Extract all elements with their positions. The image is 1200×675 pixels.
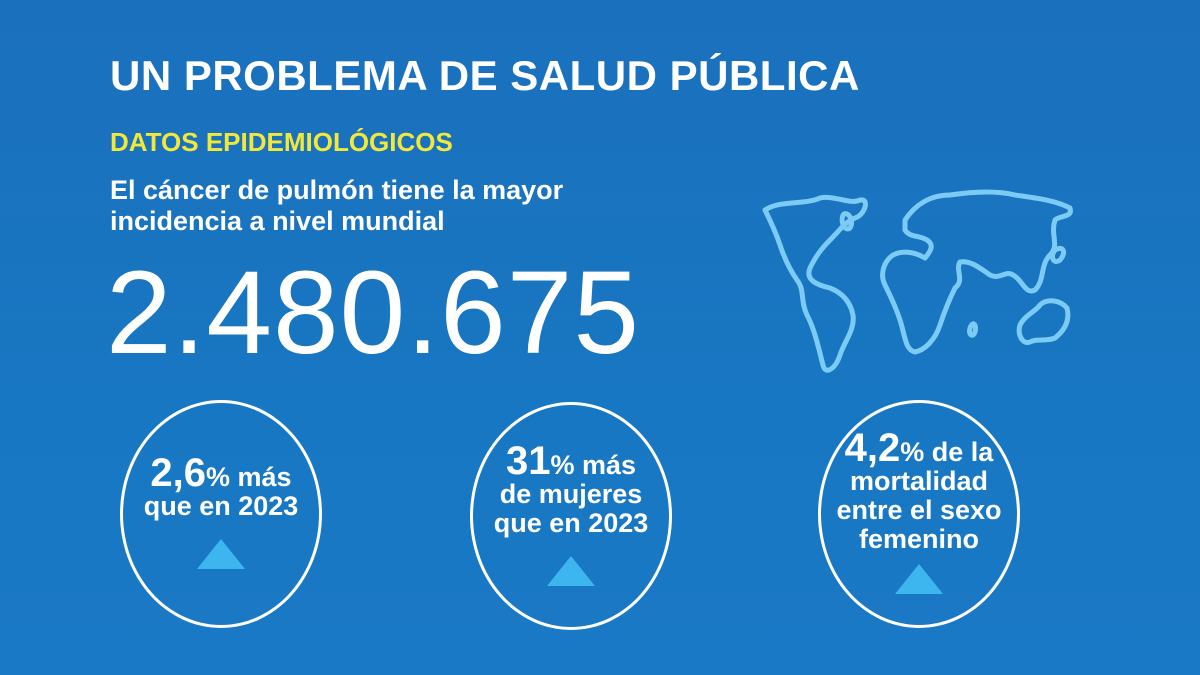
lead-line: incidencia a nivel mundial xyxy=(110,206,445,236)
stat-line: femenino xyxy=(858,524,979,554)
stat-number: 31 xyxy=(505,438,551,483)
big-number: 2.480.675 xyxy=(106,247,640,379)
lead-line: El cáncer de pulmón tiene la mayor xyxy=(110,175,564,205)
stat-line: de mujeres xyxy=(499,478,643,509)
lead-text: El cáncer de pulmón tiene la mayor incid… xyxy=(110,175,563,237)
stat-circle-growth: 2,6% más que en 2023 xyxy=(120,400,322,628)
stat-text: % más xyxy=(206,462,292,492)
stat-circle-women: 31% más de mujeres que en 2023 xyxy=(470,402,672,630)
triangle-up-icon xyxy=(895,564,943,594)
subtitle: DATOS EPIDEMIOLÓGICOS xyxy=(110,127,453,157)
triangle-up-icon xyxy=(547,555,595,586)
stat-line: 2,6% más xyxy=(150,453,292,493)
stat-line: que en 2023 xyxy=(143,491,299,521)
stat-text: % más xyxy=(550,449,637,480)
stat-line: que en 2023 xyxy=(493,507,649,538)
world-map-icon xyxy=(762,189,1073,373)
stat-text: % de la xyxy=(900,437,994,467)
stat-line: mortalidad xyxy=(849,466,989,496)
stat-line: 4,2% de la xyxy=(845,428,994,468)
page-title: UN PROBLEMA DE SALUD PÚBLICA xyxy=(110,52,860,99)
stat-number: 4,2 xyxy=(844,426,901,470)
triangle-up-icon xyxy=(197,539,245,569)
stat-circle-mortality: 4,2% de la mortalidad entre el sexo feme… xyxy=(818,400,1020,628)
stat-line: entre el sexo xyxy=(836,495,1002,525)
stat-number: 2,6 xyxy=(150,451,207,495)
stat-line: 31% más xyxy=(506,441,637,481)
